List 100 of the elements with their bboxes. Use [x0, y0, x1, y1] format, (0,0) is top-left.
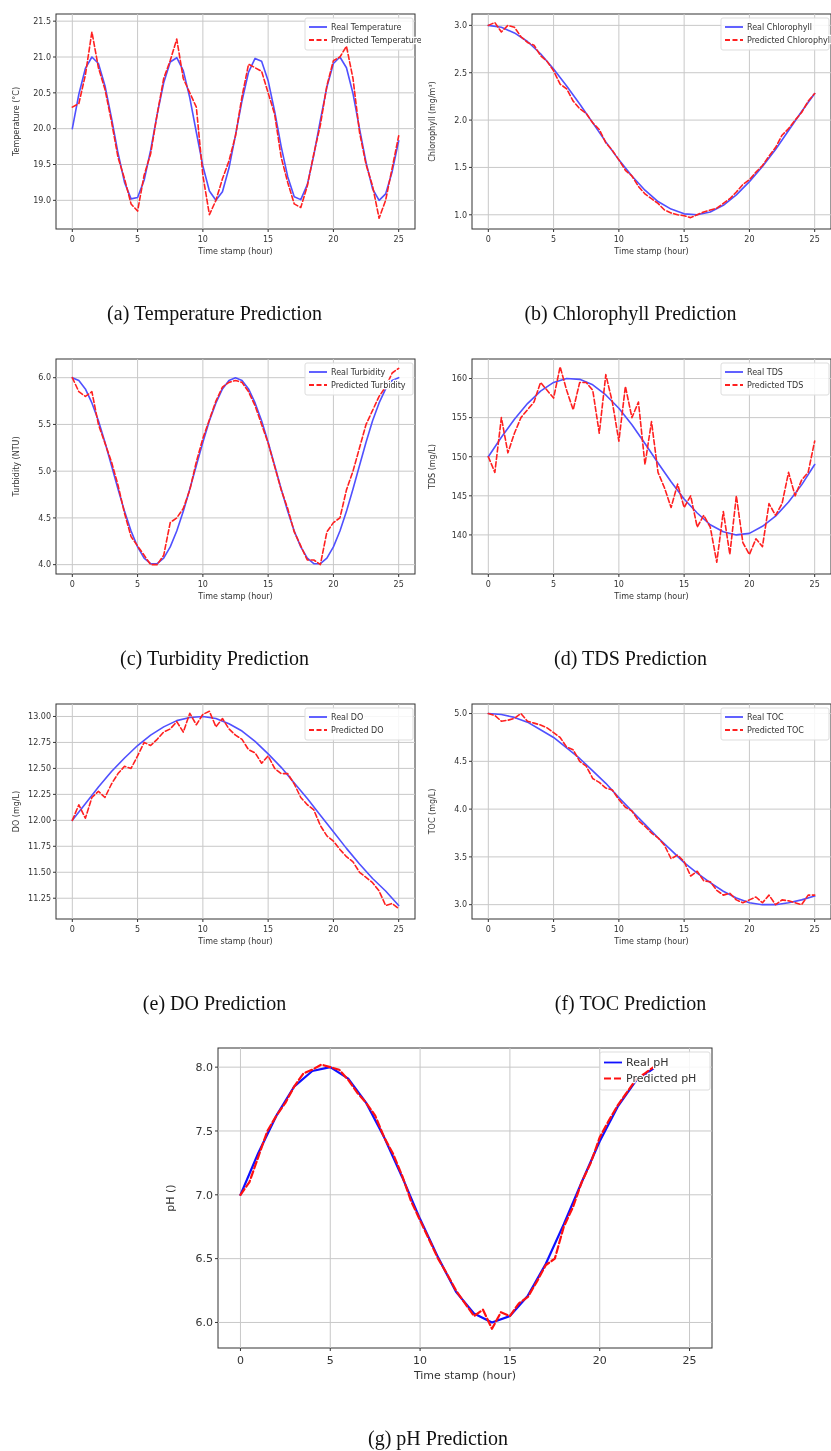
- text: (d) TDS Prediction: [554, 647, 707, 670]
- x-tick-label: 25: [682, 1354, 697, 1367]
- legend-label: Real pH: [626, 1056, 669, 1070]
- x-tick-label: 15: [263, 580, 274, 589]
- y-tick-label: 12.00: [28, 816, 51, 826]
- x-tick-label: 0: [485, 925, 491, 934]
- legend-label: Predicted Temperature: [331, 35, 422, 45]
- y-tick-label: 6.0: [195, 1316, 213, 1330]
- x-tick-label: 25: [393, 580, 404, 589]
- x-axis-title: Time stamp (hour): [197, 592, 273, 601]
- x-tick-label: 20: [328, 580, 339, 589]
- legend-label: Real Temperature: [331, 22, 402, 32]
- x-tick-label: 10: [613, 235, 624, 244]
- y-tick-label: 21.0: [33, 52, 51, 62]
- y-tick-label: 6.5: [195, 1252, 213, 1266]
- y-tick-label: 4.0: [38, 560, 51, 570]
- y-tick-label: 2.0: [454, 115, 467, 125]
- x-tick-label: 5: [551, 580, 557, 589]
- x-tick-label: 15: [679, 580, 690, 589]
- y-tick-label: 3.0: [454, 900, 467, 910]
- y-tick-label: 21.5: [33, 16, 51, 26]
- y-axis-title: TDS (mg/L): [428, 444, 437, 490]
- y-tick-label: 12.75: [28, 738, 51, 748]
- y-tick-label: 4.5: [38, 513, 51, 523]
- text: (a) Temperature Prediction: [107, 302, 322, 325]
- x-tick-label: 5: [551, 925, 557, 934]
- y-tick-label: 1.5: [454, 163, 467, 173]
- y-axis-title: Chlorophyll (mg/m³): [428, 81, 437, 162]
- y-tick-label: 5.0: [454, 709, 467, 719]
- text: (e) DO Prediction: [142, 992, 287, 1015]
- x-axis-title: Time stamp (hour): [412, 1369, 517, 1382]
- line-series: [487, 366, 816, 564]
- y-tick-label: 7.5: [195, 1124, 213, 1138]
- x-tick-label: 25: [393, 925, 404, 934]
- x-tick-label: 5: [135, 235, 141, 244]
- x-tick-label: 15: [679, 235, 690, 244]
- y-tick-label: 11.25: [28, 894, 51, 904]
- y-tick-label: 8.0: [195, 1061, 213, 1074]
- y-tick-label: 11.75: [28, 842, 51, 852]
- legend-label: Real Turbidity: [331, 367, 386, 377]
- x-tick-label: 10: [613, 580, 624, 589]
- y-tick-label: 145: [451, 491, 467, 501]
- text: (g) pH Prediction: [368, 1427, 508, 1450]
- x-tick-label: 25: [393, 235, 404, 244]
- legend-label: Real DO: [331, 712, 364, 722]
- y-tick-label: 4.0: [454, 804, 467, 814]
- x-tick-label: 0: [69, 235, 75, 244]
- x-tick-label: 15: [679, 925, 690, 934]
- text: (b) Chlorophyll Prediction: [524, 302, 737, 325]
- y-axis-title: TOC (mg/L): [428, 788, 437, 836]
- y-tick-label: 6.0: [38, 373, 51, 383]
- y-tick-label: 11.50: [28, 868, 51, 878]
- legend-label: Predicted DO: [331, 725, 384, 735]
- y-tick-label: 7.0: [195, 1188, 213, 1202]
- x-tick-label: 0: [236, 1354, 244, 1367]
- legend-label: Predicted Chlorophyll: [747, 35, 831, 45]
- y-tick-label: 5.0: [38, 466, 51, 476]
- legend-label: Real TOC: [747, 712, 784, 722]
- y-tick-label: 19.5: [33, 160, 51, 170]
- x-tick-label: 10: [197, 235, 208, 244]
- x-tick-label: 5: [135, 580, 141, 589]
- x-tick-label: 20: [328, 235, 339, 244]
- legend-label: Real TDS: [747, 367, 783, 377]
- line-series: [487, 377, 816, 536]
- line-series: [71, 56, 400, 202]
- x-tick-label: 20: [744, 925, 755, 934]
- x-tick-label: 20: [592, 1354, 607, 1367]
- y-tick-label: 19.0: [33, 196, 51, 206]
- y-tick-label: 12.25: [28, 790, 51, 800]
- x-tick-label: 15: [502, 1354, 517, 1367]
- y-tick-label: 140: [451, 530, 467, 540]
- x-tick-label: 10: [413, 1354, 428, 1367]
- y-tick-label: 12.50: [28, 764, 51, 774]
- y-tick-label: 20.0: [33, 124, 51, 134]
- x-axis-title: Time stamp (hour): [613, 592, 689, 601]
- x-tick-label: 15: [263, 925, 274, 934]
- x-axis-title: Time stamp (hour): [613, 247, 689, 256]
- y-tick-label: 150: [451, 452, 467, 462]
- x-tick-label: 10: [613, 925, 624, 934]
- x-tick-label: 15: [263, 235, 274, 244]
- x-tick-label: 5: [326, 1354, 334, 1367]
- x-tick-label: 5: [551, 235, 557, 244]
- y-tick-label: 5.5: [38, 420, 51, 430]
- y-tick-label: 20.5: [33, 88, 51, 98]
- legend-label: Predicted TDS: [747, 380, 804, 390]
- y-axis-title: Turbidity (NTU): [12, 436, 21, 498]
- text: (c) Turbidity Prediction: [120, 647, 309, 670]
- y-tick-label: 3.0: [454, 21, 467, 31]
- text: (f) TOC Prediction: [554, 992, 707, 1015]
- y-tick-label: 3.5: [454, 852, 467, 862]
- x-axis-title: Time stamp (hour): [197, 247, 273, 256]
- x-tick-label: 20: [744, 580, 755, 589]
- x-tick-label: 0: [69, 580, 75, 589]
- x-axis-title: Time stamp (hour): [613, 937, 689, 946]
- y-tick-label: 13.00: [28, 712, 51, 722]
- line-series: [487, 712, 816, 906]
- x-tick-label: 20: [744, 235, 755, 244]
- y-tick-label: 155: [451, 413, 467, 423]
- y-tick-label: 2.5: [454, 68, 467, 78]
- x-tick-label: 0: [69, 925, 75, 934]
